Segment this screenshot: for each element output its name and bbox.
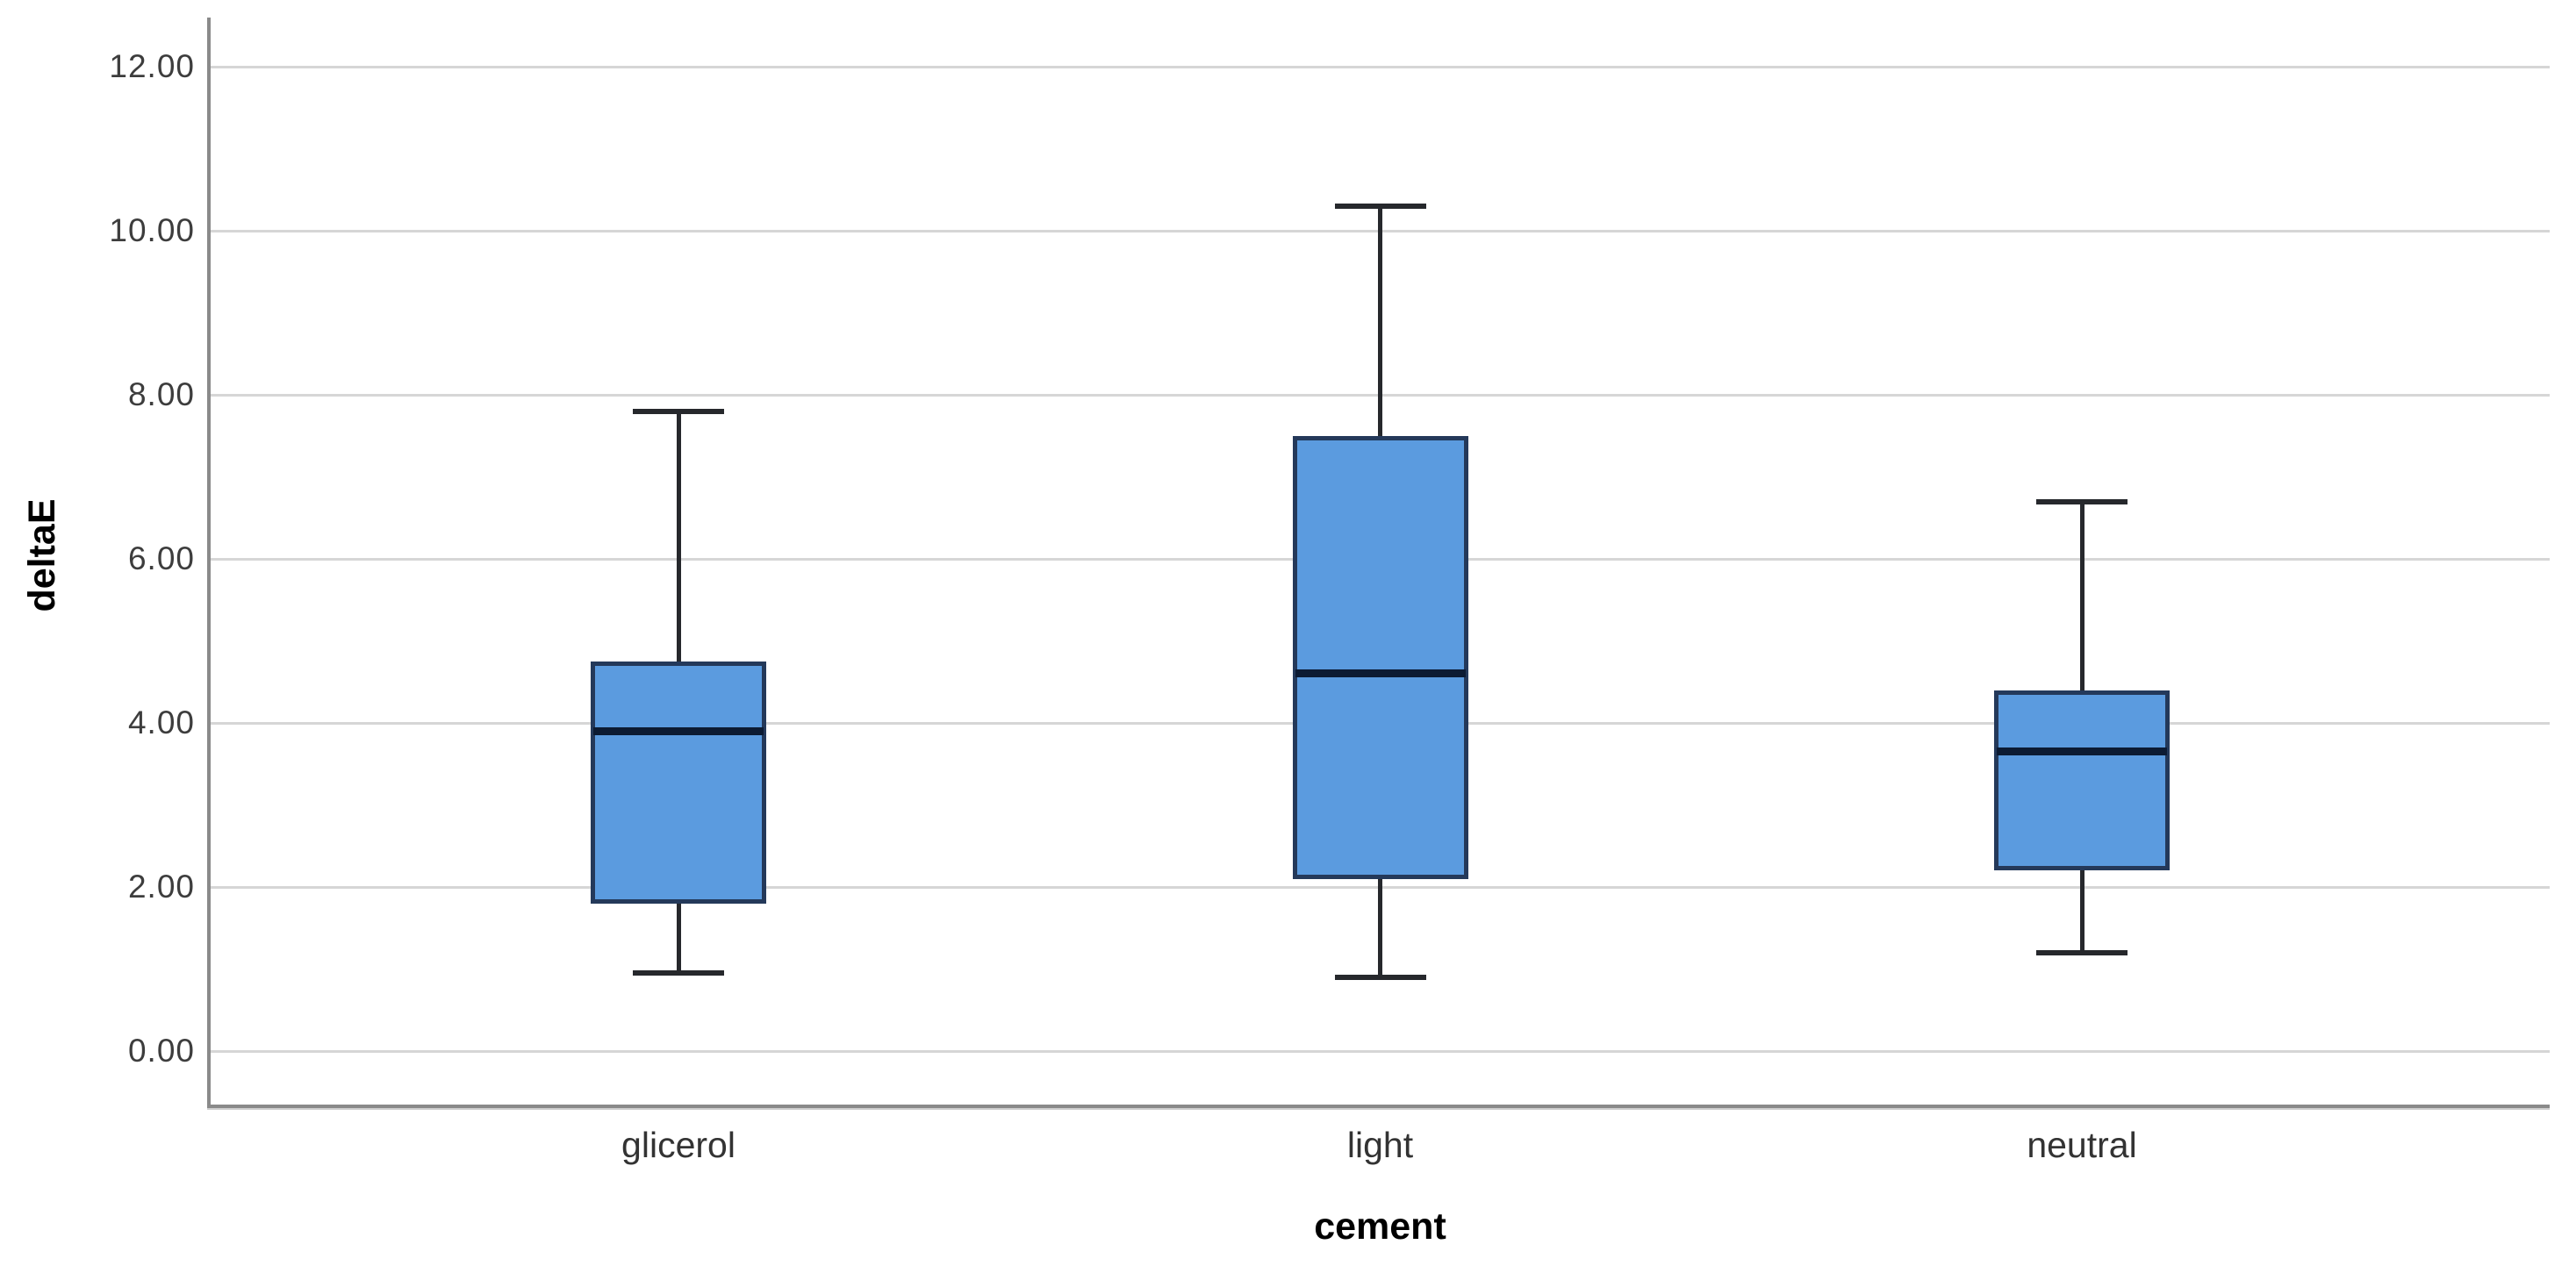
whisker-cap-top <box>1334 203 1426 209</box>
y-tick-label: 0.00 <box>127 1033 195 1069</box>
x-axis-title: cement <box>1314 1205 1446 1248</box>
y-tick-label: 12.00 <box>109 48 195 84</box>
whisker-cap-bottom <box>633 970 724 976</box>
x-category-label: glicerol <box>621 1125 735 1165</box>
y-tick-label: 4.00 <box>127 705 195 740</box>
median-line <box>593 726 764 735</box>
median-line <box>1295 669 1466 678</box>
whisker-cap-top <box>2036 498 2128 504</box>
whisker-cap-top <box>633 408 724 414</box>
y-axis-title: deltaE <box>21 498 63 612</box>
whisker-cap-bottom <box>2036 949 2128 955</box>
y-tick-label: 2.00 <box>127 869 195 905</box>
x-category-label: neutral <box>2027 1125 2137 1165</box>
y-tick-label: 8.00 <box>127 376 195 412</box>
box-light <box>1292 435 1468 879</box>
y-axis-line <box>207 18 211 1108</box>
x-axis-line <box>207 1105 2550 1108</box>
whisker-cap-bottom <box>1334 974 1426 980</box>
y-tick-label: 6.00 <box>127 540 195 576</box>
gridline <box>211 1050 2550 1053</box>
y-tick-label: 10.00 <box>109 212 195 248</box>
box-neutral <box>1994 690 2170 871</box>
box-glicerol <box>591 661 766 904</box>
x-category-label: light <box>1346 1125 1414 1165</box>
gridline <box>211 66 2550 68</box>
median-line <box>1997 747 2167 756</box>
